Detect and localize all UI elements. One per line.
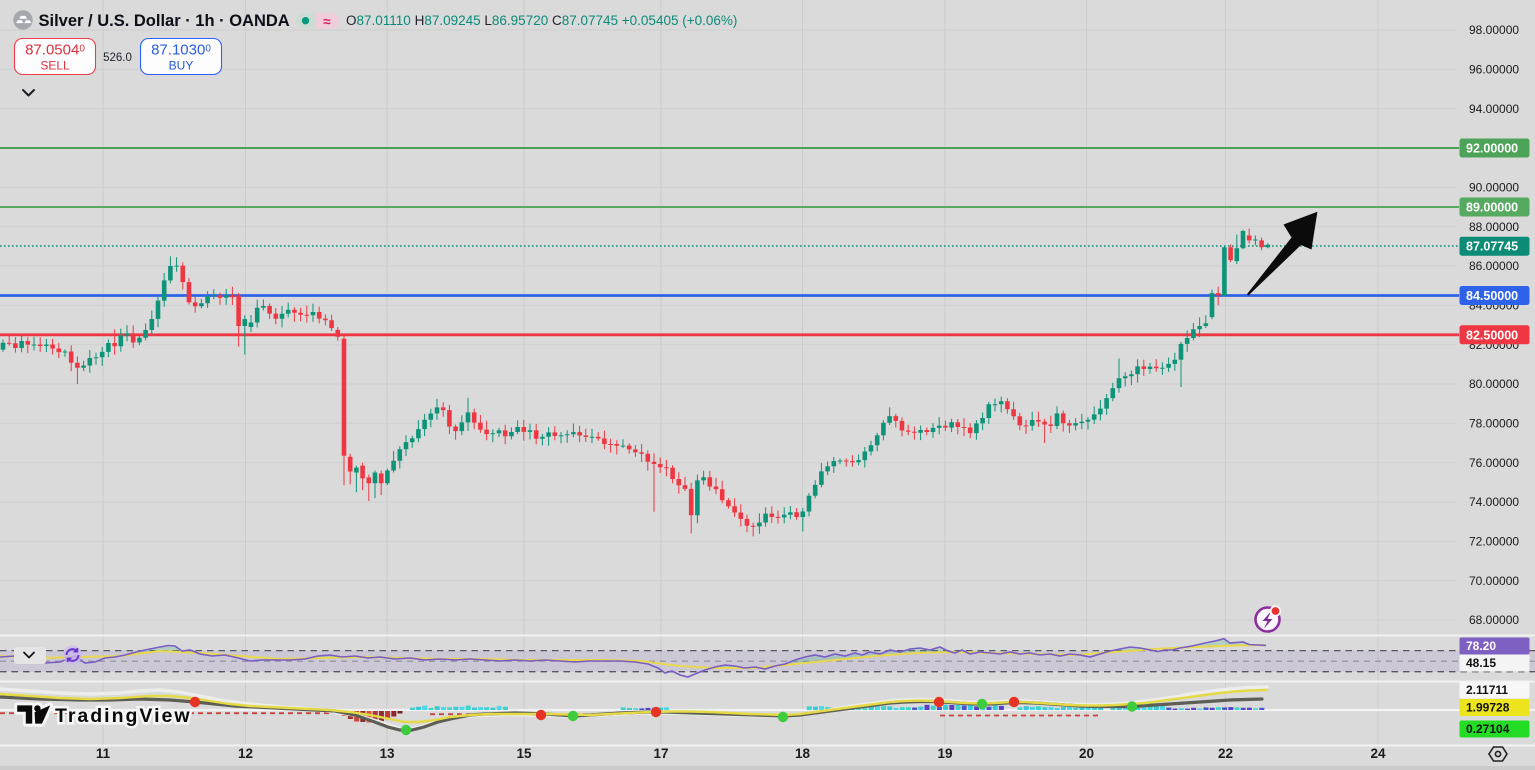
svg-text:70.00000: 70.00000	[1469, 574, 1519, 588]
svg-text:82.50000: 82.50000	[1466, 328, 1518, 342]
svg-text:11: 11	[96, 746, 111, 761]
svg-text:78.20: 78.20	[1466, 639, 1496, 653]
svg-text:87.07745: 87.07745	[1466, 240, 1518, 254]
svg-text:526.0: 526.0	[103, 52, 132, 64]
svg-text:O87.01110 H87.09245 L86.95720: O87.01110 H87.09245 L86.95720 C87.07745 …	[346, 13, 737, 28]
svg-text:68.00000: 68.00000	[1469, 613, 1519, 627]
svg-text:74.00000: 74.00000	[1469, 495, 1519, 509]
svg-text:0.27104: 0.27104	[1466, 722, 1510, 736]
svg-text:80.00000: 80.00000	[1469, 377, 1519, 391]
svg-text:≈: ≈	[323, 14, 331, 29]
svg-text:90.00000: 90.00000	[1469, 181, 1519, 195]
svg-text:1.99728: 1.99728	[1466, 701, 1510, 715]
svg-text:84.50000: 84.50000	[1466, 289, 1518, 303]
svg-text:18: 18	[795, 746, 811, 761]
svg-text:72.00000: 72.00000	[1469, 535, 1519, 549]
svg-text:87.05040: 87.05040	[25, 42, 85, 59]
svg-text:19: 19	[937, 746, 952, 761]
svg-text:22: 22	[1218, 746, 1233, 761]
svg-text:76.00000: 76.00000	[1469, 456, 1519, 470]
svg-text:BUY: BUY	[169, 59, 194, 73]
svg-text:94.00000: 94.00000	[1469, 102, 1519, 116]
svg-text:24: 24	[1370, 746, 1386, 761]
svg-text:20: 20	[1079, 746, 1094, 761]
svg-text:89.00000: 89.00000	[1466, 201, 1518, 215]
svg-text:TradingView: TradingView	[55, 705, 192, 727]
svg-text:98.00000: 98.00000	[1469, 23, 1519, 37]
svg-text:17: 17	[653, 746, 668, 761]
svg-text:12: 12	[238, 746, 253, 761]
svg-text:48.15: 48.15	[1466, 656, 1496, 670]
svg-text:92.00000: 92.00000	[1466, 142, 1518, 156]
svg-text:96.00000: 96.00000	[1469, 63, 1519, 77]
svg-text:2.11711: 2.11711	[1466, 683, 1508, 697]
svg-text:Silver / U.S. Dollar · 1h · OA: Silver / U.S. Dollar · 1h · OANDA	[39, 12, 290, 30]
svg-text:15: 15	[516, 746, 532, 761]
svg-text:SELL: SELL	[40, 59, 70, 73]
svg-text:88.00000: 88.00000	[1469, 220, 1519, 234]
svg-text:87.10300: 87.10300	[151, 42, 211, 59]
svg-text:78.00000: 78.00000	[1469, 417, 1519, 431]
svg-text:13: 13	[379, 746, 395, 761]
svg-text:86.00000: 86.00000	[1469, 259, 1519, 273]
